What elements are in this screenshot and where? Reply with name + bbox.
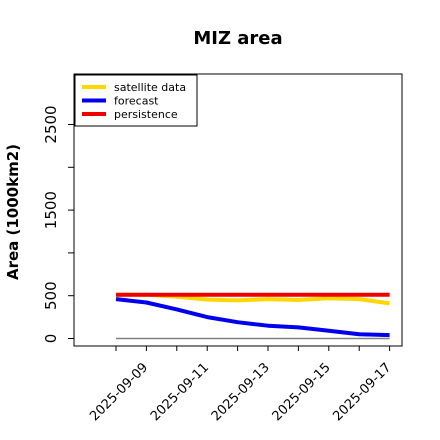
x-tick-label: 2025-09-11 bbox=[148, 360, 212, 424]
x-tick-label: 2025-09-13 bbox=[209, 360, 273, 424]
plot-lines bbox=[115, 292, 390, 340]
y-axis-label: Area (1000km2) bbox=[4, 144, 22, 280]
x-tick-label: 2025-09-15 bbox=[270, 360, 334, 424]
y-tick-label: 500 bbox=[42, 281, 60, 310]
legend-label-satellite-data: satellite data bbox=[114, 81, 186, 94]
y-axis: 0 500 1500 2500 bbox=[42, 105, 74, 343]
x-axis: 2025-09-092025-09-112025-09-132025-09-15… bbox=[87, 346, 394, 424]
x-tick-label: 2025-09-09 bbox=[87, 360, 151, 424]
legend-label-forecast: forecast bbox=[114, 95, 159, 108]
y-tick-label: 0 bbox=[42, 334, 60, 344]
x-tick-label: 2025-09-17 bbox=[330, 360, 394, 424]
y-tick-label: 2500 bbox=[42, 105, 60, 143]
y-tick-label: 1500 bbox=[42, 191, 60, 229]
series-line-forecast bbox=[115, 297, 390, 338]
legend-label-persistence: persistence bbox=[114, 108, 178, 121]
chart-title: MIZ area bbox=[193, 28, 282, 49]
